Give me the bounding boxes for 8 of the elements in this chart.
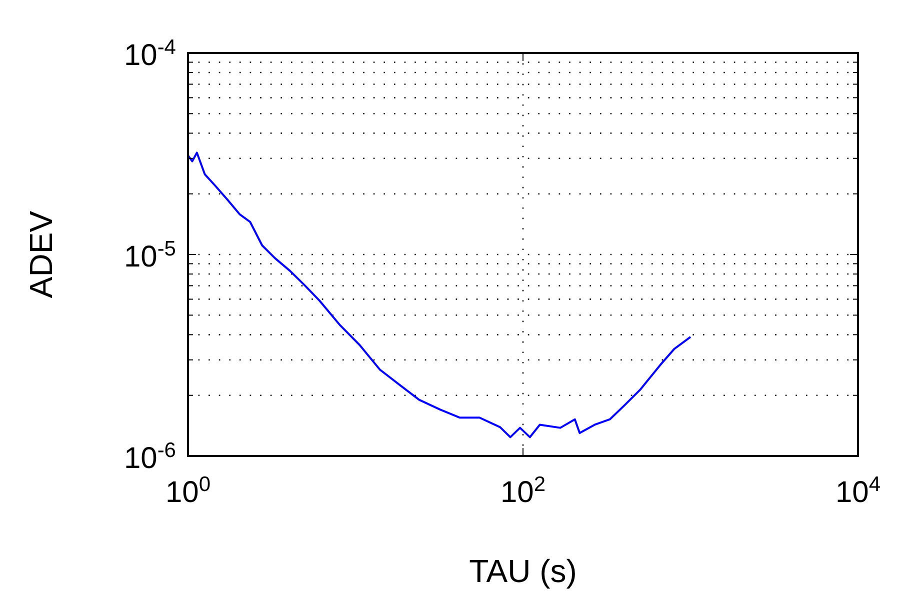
x-tick-label: 10$^{2}$ bbox=[500, 472, 546, 509]
y-tick-label: 10$^{-5}$ bbox=[124, 237, 176, 274]
y-tick-label: 10$^{-4}$ bbox=[124, 36, 176, 72]
y-tick-label: 10$^{-6}$ bbox=[124, 438, 176, 475]
x-axis-title: TAU (s) bbox=[469, 553, 577, 589]
y-axis-title: ADEV bbox=[23, 210, 59, 298]
x-tick-label: 10$^{4}$ bbox=[835, 472, 881, 509]
x-tick-label: 10$^{0}$ bbox=[165, 472, 211, 509]
